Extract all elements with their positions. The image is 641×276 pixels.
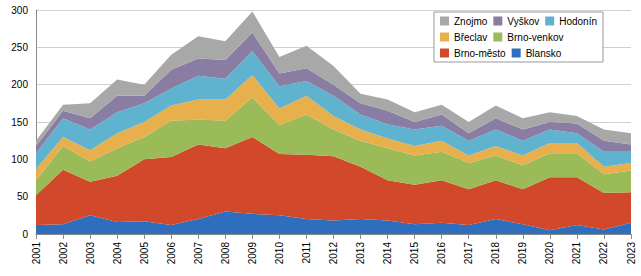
svg-text:2006: 2006 (166, 242, 177, 265)
svg-text:2011: 2011 (301, 242, 312, 264)
svg-text:0: 0 (22, 229, 28, 240)
svg-text:2007: 2007 (193, 242, 204, 265)
svg-text:Znojmo: Znojmo (454, 16, 488, 27)
svg-text:Brno-venkov: Brno-venkov (507, 32, 563, 43)
svg-text:2010: 2010 (274, 242, 285, 265)
svg-text:250: 250 (11, 42, 28, 53)
svg-text:2018: 2018 (490, 242, 501, 265)
svg-text:2015: 2015 (409, 242, 420, 265)
svg-text:Břeclav: Břeclav (454, 32, 487, 43)
svg-text:Brno-město: Brno-město (454, 48, 506, 59)
svg-text:2021: 2021 (571, 242, 582, 265)
svg-text:2023: 2023 (626, 242, 637, 265)
svg-text:300: 300 (11, 5, 28, 16)
svg-text:2013: 2013 (355, 242, 366, 265)
svg-text:2020: 2020 (544, 242, 555, 265)
svg-text:2009: 2009 (247, 242, 258, 265)
svg-text:2014: 2014 (382, 242, 393, 265)
svg-text:2017: 2017 (463, 242, 474, 265)
svg-text:2022: 2022 (598, 242, 609, 265)
svg-text:2008: 2008 (220, 242, 231, 265)
svg-text:2004: 2004 (112, 242, 123, 265)
svg-text:2005: 2005 (139, 242, 150, 265)
svg-text:Vyškov: Vyškov (507, 16, 539, 27)
svg-text:50: 50 (17, 191, 29, 202)
svg-text:Hodonín: Hodonín (559, 16, 597, 27)
svg-text:2001: 2001 (31, 242, 42, 265)
svg-text:2016: 2016 (436, 242, 447, 265)
svg-text:Blansko: Blansko (526, 48, 562, 59)
svg-text:2012: 2012 (328, 242, 339, 265)
svg-text:200: 200 (11, 79, 28, 90)
svg-text:100: 100 (11, 154, 28, 165)
svg-text:150: 150 (11, 117, 28, 128)
svg-text:2003: 2003 (85, 242, 96, 265)
svg-text:2002: 2002 (58, 242, 69, 265)
svg-text:2019: 2019 (517, 242, 528, 265)
